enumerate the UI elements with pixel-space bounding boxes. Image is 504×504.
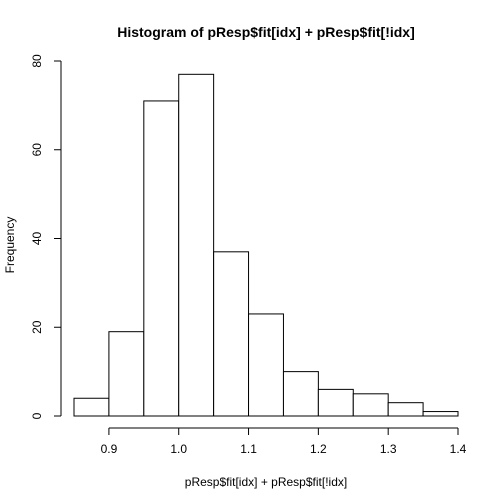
- x-tick-label-5: 1.4: [450, 442, 467, 456]
- x-axis: 0.9 1.0 1.1 1.2 1.3 1.4: [101, 427, 467, 456]
- x-tick-label-2: 1.1: [240, 442, 257, 456]
- x-tick-label-0: 0.9: [101, 442, 118, 456]
- histogram-bar-3: [178, 73, 215, 417]
- y-tick-label-4: 80: [30, 54, 44, 68]
- histogram-bar-10: [422, 411, 459, 417]
- histogram-bar-6: [282, 371, 319, 417]
- x-axis-label: pResp$fit[idx] + pResp$fit[!idx]: [185, 475, 347, 489]
- x-tick-label-3: 1.2: [310, 442, 327, 456]
- y-tick-label-0: 0: [30, 412, 44, 419]
- x-tick-label-4: 1.3: [380, 442, 397, 456]
- y-axis: 0 20 40 60 80: [30, 54, 62, 419]
- histogram-bar-4: [213, 251, 250, 417]
- histogram-bar-0: [73, 397, 110, 417]
- y-tick-label-1: 20: [30, 320, 44, 334]
- histogram-bar-2: [143, 100, 180, 417]
- x-tick-label-1: 1.0: [170, 442, 187, 456]
- histogram-bar-5: [248, 313, 284, 417]
- bars-group: [73, 73, 459, 417]
- chart-title: Histogram of pResp$fit[idx] + pResp$fit[…: [117, 24, 415, 40]
- y-tick-label-2: 40: [30, 232, 44, 246]
- y-axis-label: Frequency: [3, 217, 17, 274]
- histogram-bar-7: [317, 388, 354, 417]
- histogram-bar-1: [108, 331, 145, 417]
- y-tick-label-3: 60: [30, 143, 44, 157]
- histogram-bar-8: [352, 393, 389, 417]
- histogram-bar-9: [387, 402, 424, 417]
